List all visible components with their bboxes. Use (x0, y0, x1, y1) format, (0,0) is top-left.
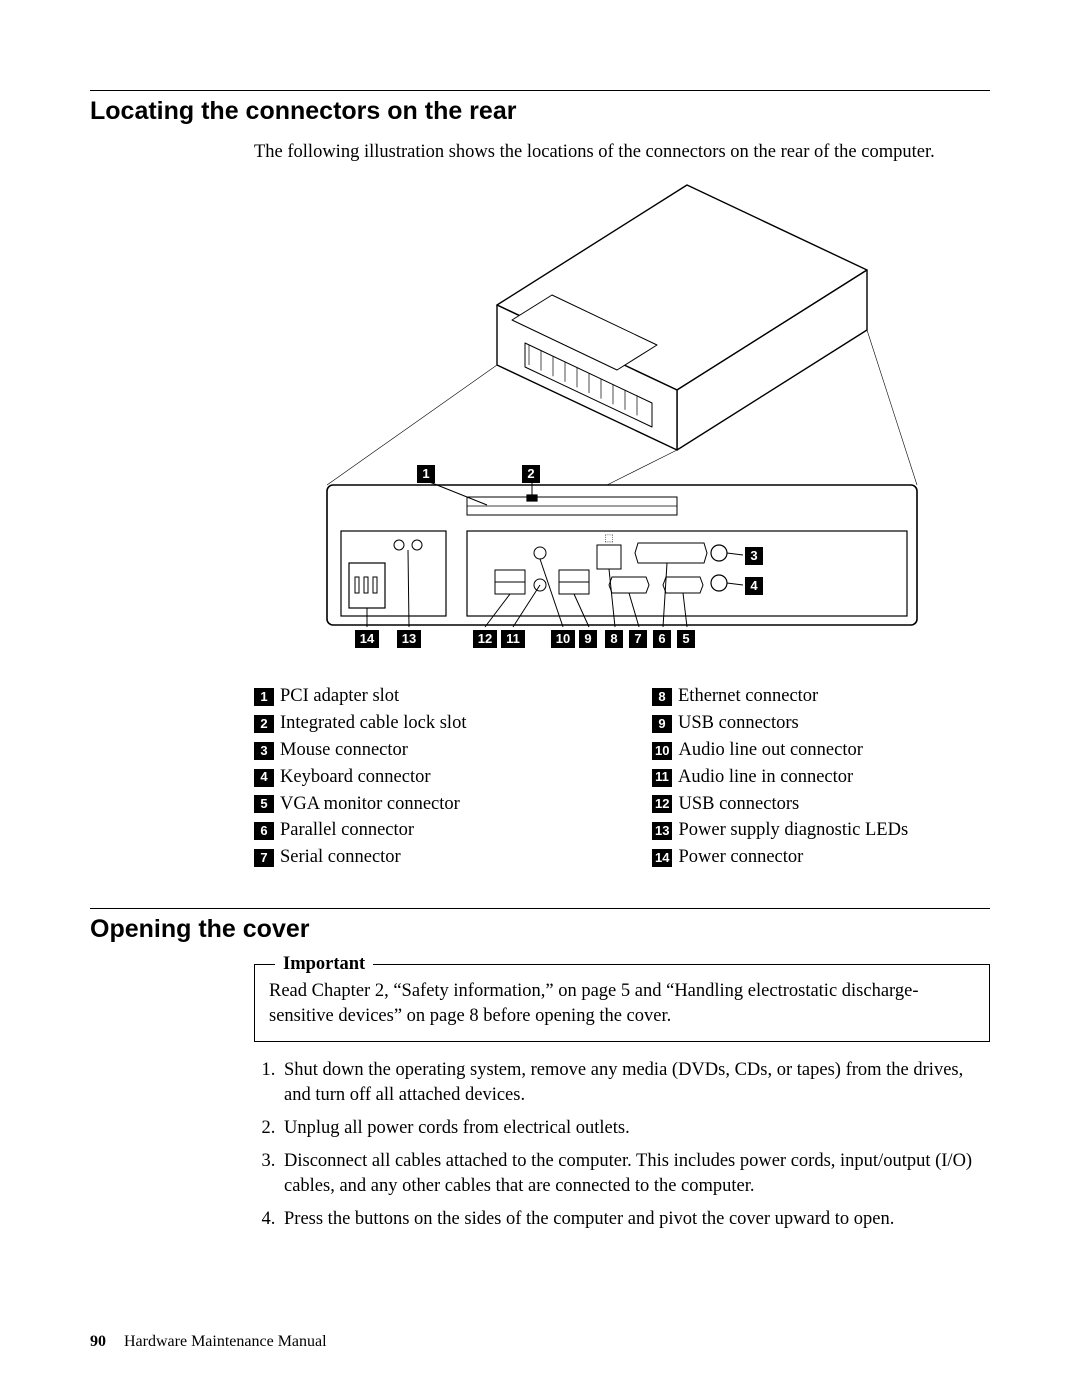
callout-badge: 12 (652, 795, 672, 813)
intro-paragraph: The following illustration shows the loc… (254, 140, 990, 165)
callout-badge: 4 (254, 769, 274, 787)
legend-text: VGA monitor connector (280, 792, 460, 818)
callout-badge: 13 (652, 822, 672, 840)
callout-badge: 11 (652, 769, 672, 787)
svg-text:5: 5 (682, 631, 689, 646)
svg-text:9: 9 (584, 631, 591, 646)
callout-badge: 5 (254, 795, 274, 813)
callout-badge: 6 (254, 822, 274, 840)
legend-text: Mouse connector (280, 738, 408, 764)
svg-text:11: 11 (506, 631, 520, 646)
legend-text: Ethernet connector (678, 684, 818, 710)
legend-text: USB connectors (678, 792, 799, 818)
legend-item: 14 Power connector (652, 845, 990, 871)
svg-text:3: 3 (750, 548, 757, 563)
callout-badge: 7 (254, 849, 274, 867)
legend-item: 2 Integrated cable lock slot (254, 711, 592, 737)
svg-text:6: 6 (658, 631, 665, 646)
svg-text:1: 1 (422, 466, 429, 481)
steps-list: Shut down the operating system, remove a… (254, 1058, 990, 1232)
callout-badge: 8 (652, 688, 672, 706)
step-item: Unplug all power cords from electrical o… (280, 1116, 990, 1141)
legend-text: Power connector (678, 845, 803, 871)
legend-item: 9 USB connectors (652, 711, 990, 737)
important-text: Read Chapter 2, “Safety information,” on… (269, 981, 919, 1026)
callout-badge: 1 (254, 688, 274, 706)
page-number: 90 (90, 1333, 106, 1350)
legend-text: Parallel connector (280, 818, 414, 844)
connector-legend: 1 PCI adapter slot 2 Integrated cable lock … (254, 684, 990, 872)
legend-item: 5 VGA monitor connector (254, 792, 592, 818)
svg-text:12: 12 (478, 631, 492, 646)
callout-badge: 14 (652, 849, 672, 867)
footer-title: Hardware Maintenance Manual (124, 1333, 327, 1350)
heading-locating-connectors: Locating the connectors on the rear (90, 97, 990, 126)
legend-text: Power supply diagnostic LEDs (678, 818, 908, 844)
callout-badge: 2 (254, 715, 274, 733)
legend-text: Serial connector (280, 845, 401, 871)
svg-text:2: 2 (527, 466, 534, 481)
legend-text: Audio line in connector (678, 765, 853, 791)
rule (90, 908, 990, 909)
page-footer: 90 Hardware Maintenance Manual (90, 1333, 327, 1351)
callout-badge: 10 (652, 742, 672, 760)
svg-text:13: 13 (402, 631, 416, 646)
svg-text:14: 14 (360, 631, 375, 646)
svg-text:8: 8 (610, 631, 617, 646)
rear-connector-diagram: ⬚1234567891011121314 (254, 175, 990, 670)
legend-item: 13 Power supply diagnostic LEDs (652, 818, 990, 844)
legend-text: Audio line out connector (678, 738, 862, 764)
step-item: Shut down the operating system, remove a… (280, 1058, 990, 1108)
rule (90, 90, 990, 91)
legend-text: PCI adapter slot (280, 684, 399, 710)
important-note-box: Important Read Chapter 2, “Safety inform… (254, 964, 990, 1042)
legend-text: Integrated cable lock slot (280, 711, 466, 737)
svg-text:⬚: ⬚ (604, 533, 613, 544)
svg-text:7: 7 (634, 631, 641, 646)
legend-text: USB connectors (678, 711, 799, 737)
step-item: Press the buttons on the sides of the co… (280, 1207, 990, 1232)
svg-text:4: 4 (750, 578, 758, 593)
callout-badge: 9 (652, 715, 672, 733)
legend-item: 4 Keyboard connector (254, 765, 592, 791)
legend-item: 7 Serial connector (254, 845, 592, 871)
callout-badge: 3 (254, 742, 274, 760)
heading-opening-cover: Opening the cover (90, 915, 990, 944)
legend-item: 6 Parallel connector (254, 818, 592, 844)
legend-item: 10 Audio line out connector (652, 738, 990, 764)
legend-item: 3 Mouse connector (254, 738, 592, 764)
legend-item: 8 Ethernet connector (652, 684, 990, 710)
legend-item: 12 USB connectors (652, 792, 990, 818)
step-item: Disconnect all cables attached to the co… (280, 1149, 990, 1199)
legend-item: 11 Audio line in connector (652, 765, 990, 791)
svg-text:10: 10 (556, 631, 570, 646)
legend-text: Keyboard connector (280, 765, 431, 791)
important-label: Important (275, 952, 373, 977)
legend-item: 1 PCI adapter slot (254, 684, 592, 710)
